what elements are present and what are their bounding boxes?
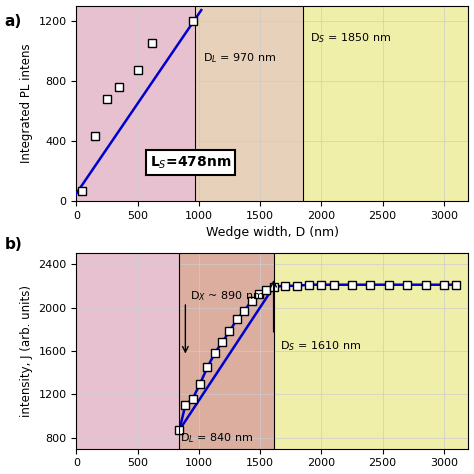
Text: L$_S$=478nm: L$_S$=478nm: [150, 155, 231, 171]
Bar: [76, 6, 195, 201]
Bar: [303, 6, 468, 201]
Y-axis label: Integrated PL intens: Integrated PL intens: [20, 44, 33, 163]
Text: b): b): [5, 237, 22, 252]
Bar: [76, 253, 273, 449]
Bar: [273, 253, 468, 449]
Y-axis label: intensity, J (arb. units): intensity, J (arb. units): [20, 285, 33, 417]
Bar: [195, 6, 303, 201]
Text: D$_X$ ~ 890 nm: D$_X$ ~ 890 nm: [190, 289, 265, 302]
Text: a): a): [5, 14, 22, 29]
X-axis label: Wedge width, D (nm): Wedge width, D (nm): [206, 226, 339, 239]
Text: D$_S$ = 1610 nm: D$_S$ = 1610 nm: [280, 339, 361, 353]
Text: D$_L$ = 970 nm: D$_L$ = 970 nm: [202, 51, 276, 65]
Text: D$_S$ = 1850 nm: D$_S$ = 1850 nm: [310, 32, 392, 46]
Bar: [179, 253, 273, 449]
Text: D$_L$ = 840 nm: D$_L$ = 840 nm: [181, 431, 254, 445]
